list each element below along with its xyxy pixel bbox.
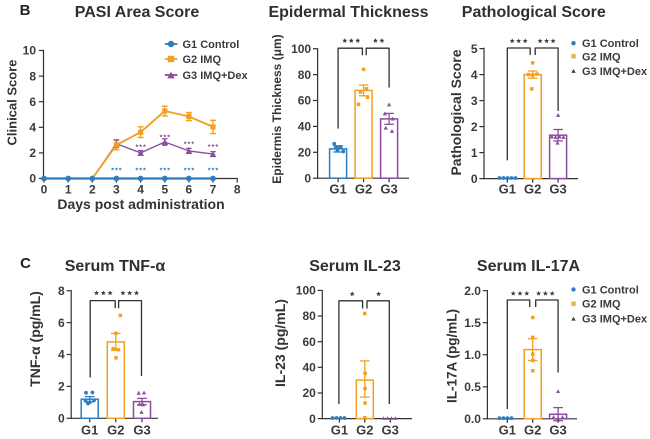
svg-text:2: 2: [89, 183, 96, 197]
svg-text:Pathological Score: Pathological Score: [462, 4, 606, 21]
svg-text:0: 0: [41, 183, 48, 197]
svg-text:100: 100: [291, 42, 311, 56]
svg-text:3: 3: [113, 183, 120, 197]
svg-text:40: 40: [302, 361, 316, 375]
svg-text:G3 IMQ+Dex: G3 IMQ+Dex: [183, 70, 249, 82]
svg-text:Serum TNF-α: Serum TNF-α: [65, 258, 166, 275]
svg-text:G2 IMQ: G2 IMQ: [582, 299, 621, 311]
svg-text:G2 IMQ: G2 IMQ: [582, 51, 621, 63]
svg-text:G3: G3: [380, 182, 397, 197]
svg-text:7: 7: [210, 183, 217, 197]
svg-text:0: 0: [29, 172, 36, 186]
svg-text:0: 0: [471, 172, 478, 186]
svg-text:G1: G1: [329, 182, 346, 197]
svg-text:40: 40: [298, 120, 312, 134]
svg-text:Days post administration: Days post administration: [57, 196, 224, 212]
svg-text:G3: G3: [549, 182, 566, 197]
svg-text:G2 IMQ: G2 IMQ: [183, 54, 222, 66]
svg-text:2: 2: [58, 380, 65, 394]
svg-text:G2: G2: [524, 182, 541, 197]
svg-text:6: 6: [29, 95, 36, 109]
svg-text:PASI Area Score: PASI Area Score: [75, 4, 200, 21]
svg-text:G1: G1: [499, 182, 516, 197]
svg-text:G2: G2: [355, 182, 372, 197]
svg-text:G1: G1: [81, 423, 98, 438]
svg-text:1.5: 1.5: [464, 316, 481, 330]
svg-text:100: 100: [296, 284, 316, 298]
svg-text:8: 8: [234, 183, 241, 197]
svg-text:C: C: [20, 255, 31, 272]
svg-text:4: 4: [29, 121, 36, 135]
svg-text:Serum IL-23: Serum IL-23: [309, 258, 401, 275]
svg-text:G1 Control: G1 Control: [183, 39, 240, 51]
svg-text:G3: G3: [133, 423, 150, 438]
svg-text:60: 60: [302, 335, 316, 349]
svg-text:Epidermis Thickness (μm): Epidermis Thickness (μm): [270, 34, 284, 183]
svg-text:0.0: 0.0: [464, 412, 481, 426]
svg-text:60: 60: [298, 94, 312, 108]
svg-text:5: 5: [471, 42, 478, 56]
svg-text:Clinical Score: Clinical Score: [5, 60, 20, 146]
svg-text:B: B: [20, 2, 31, 19]
svg-text:G2: G2: [356, 423, 373, 438]
svg-text:Serum IL-17A: Serum IL-17A: [477, 258, 581, 275]
svg-text:G1: G1: [499, 423, 516, 438]
svg-text:4: 4: [137, 183, 144, 197]
svg-text:G1: G1: [331, 423, 348, 438]
svg-text:20: 20: [302, 386, 316, 400]
svg-text:G3: G3: [382, 423, 399, 438]
svg-text:2: 2: [471, 120, 478, 134]
svg-text:8: 8: [29, 69, 36, 83]
svg-text:2.0: 2.0: [464, 284, 481, 298]
svg-text:6: 6: [186, 183, 193, 197]
svg-text:10: 10: [23, 44, 37, 58]
svg-text:G3 IMQ+Dex: G3 IMQ+Dex: [582, 66, 648, 78]
svg-text:1.0: 1.0: [464, 348, 481, 362]
svg-text:G3 IMQ+Dex: G3 IMQ+Dex: [582, 314, 648, 326]
svg-text:4: 4: [58, 348, 65, 362]
svg-text:80: 80: [302, 309, 316, 323]
svg-text:G3: G3: [549, 423, 566, 438]
svg-text:0: 0: [58, 412, 65, 426]
svg-text:G1 Control: G1 Control: [582, 285, 639, 297]
svg-text:Epidermal Thickness: Epidermal Thickness: [268, 4, 428, 21]
svg-text:1: 1: [65, 183, 72, 197]
svg-text:IL-17A (pg/mL): IL-17A (pg/mL): [445, 309, 460, 403]
svg-text:IL-23 (pg/mL): IL-23 (pg/mL): [272, 299, 288, 387]
svg-text:2: 2: [29, 146, 36, 160]
svg-text:Pathological Score: Pathological Score: [448, 49, 464, 175]
svg-text:3: 3: [471, 94, 478, 108]
svg-text:G2: G2: [107, 423, 124, 438]
svg-text:6: 6: [58, 316, 65, 330]
svg-text:4: 4: [471, 68, 478, 82]
svg-text:1: 1: [471, 146, 478, 160]
svg-text:0.5: 0.5: [464, 380, 481, 394]
svg-text:5: 5: [161, 183, 168, 197]
svg-text:G2: G2: [524, 423, 541, 438]
svg-text:8: 8: [58, 284, 65, 298]
svg-text:TNF-α (pg/mL): TNF-α (pg/mL): [27, 291, 43, 387]
svg-text:G1 Control: G1 Control: [582, 38, 639, 50]
svg-text:0: 0: [309, 412, 316, 426]
svg-text:80: 80: [298, 68, 312, 82]
svg-text:20: 20: [298, 146, 312, 160]
svg-text:0: 0: [304, 171, 311, 185]
